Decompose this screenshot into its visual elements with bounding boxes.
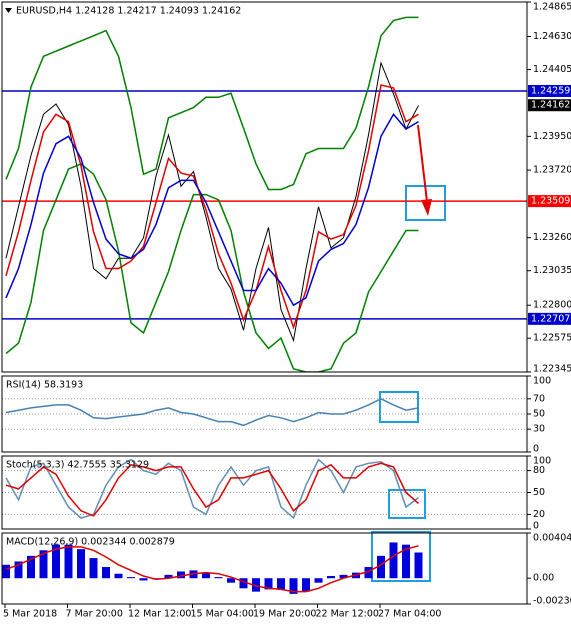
panel-title: EURUSD,H4 1.24128 1.24217 1.24093 1.2416… — [16, 6, 241, 17]
panel — [2, 542, 423, 594]
histogram-bar — [164, 574, 173, 579]
y-tick-label: 1.23720 — [533, 165, 571, 176]
series-line — [5, 163, 419, 372]
arrow — [417, 124, 429, 211]
highlight-box — [379, 391, 419, 423]
level-tag — [528, 195, 571, 208]
histogram-bar — [39, 550, 48, 579]
y-tick-label: 1.22575 — [533, 333, 571, 344]
y-tick-label: 70 — [533, 393, 545, 404]
histogram-bar — [27, 555, 35, 579]
level-tag — [528, 84, 571, 97]
series-line — [5, 112, 419, 307]
level-label: 1.23509 — [531, 196, 570, 207]
histogram-bar — [14, 561, 23, 579]
histogram-bar — [314, 578, 323, 583]
histogram-bar — [114, 573, 123, 579]
series-line — [5, 458, 419, 520]
y-tick-label: 100 — [533, 376, 551, 387]
histogram-bar — [64, 544, 73, 579]
y-tick-label: 0 — [533, 521, 539, 532]
histogram-bar — [252, 578, 260, 592]
y-tick-label: 0.004044 — [533, 533, 571, 544]
histogram-bar — [364, 567, 373, 579]
y-tick-label: 100 — [533, 456, 551, 467]
menu-triangle — [5, 8, 12, 13]
histogram-bar — [52, 544, 60, 579]
y-tick-label: 1.23260 — [533, 232, 571, 243]
x-tick-label: 27 Mar 04:00 — [378, 609, 441, 620]
y-tick-label: 50 — [533, 409, 545, 420]
histogram-bar — [289, 578, 298, 594]
panel-frame — [1, 1, 528, 373]
panel — [2, 376, 527, 452]
level-label: 1.24259 — [531, 85, 570, 96]
histogram-bar — [89, 558, 98, 579]
panel-title: RSI(14) 58.3193 — [6, 380, 83, 391]
level-tag — [528, 312, 571, 325]
series-line — [5, 61, 419, 343]
highlight-box — [371, 531, 431, 582]
y-tick-label: 1.24405 — [533, 64, 571, 75]
histogram-bar — [202, 572, 210, 579]
y-tick-label: 30 — [533, 424, 545, 435]
arrow-head — [421, 199, 432, 216]
histogram-bar — [277, 578, 285, 590]
panel — [2, 456, 527, 529]
panel-title: Stoch(5,3,3) 42.7555 35.3129 — [6, 460, 149, 471]
y-tick-label: 80 — [533, 465, 545, 476]
histogram-bar — [414, 552, 423, 579]
y-tick-label: 1.23035 — [533, 265, 571, 276]
histogram-bar — [102, 567, 110, 579]
x-tick-label: 5 Mar 2018 — [3, 609, 57, 620]
histogram-bar — [227, 578, 235, 583]
panel-frame — [1, 532, 528, 605]
y-tick-label: -0.002306 — [533, 596, 571, 607]
histogram-bar — [327, 575, 335, 579]
panel-title: MACD(12,26,9) 0.002344 0.002879 — [6, 537, 175, 548]
histogram-bar — [2, 564, 10, 579]
x-tick-label: 15 Mar 04:00 — [191, 609, 254, 620]
panel — [2, 16, 527, 372]
histogram-bar — [264, 578, 273, 590]
level-label: 1.22707 — [531, 313, 570, 324]
histogram-bar — [339, 574, 348, 579]
histogram-bar — [402, 544, 410, 579]
series-line — [5, 84, 419, 330]
y-tick-label: 20 — [533, 509, 545, 520]
series-line — [5, 397, 419, 427]
histogram-bar — [302, 578, 310, 592]
price-tag — [528, 99, 571, 112]
histogram-bar — [139, 578, 148, 581]
y-tick-label: 1.24630 — [533, 31, 571, 42]
histogram-bar — [127, 577, 135, 579]
x-tick-label: 22 Mar 12:00 — [316, 609, 379, 620]
annotations — [371, 124, 446, 582]
histogram-bar — [389, 542, 398, 579]
highlight-box — [388, 489, 426, 519]
histogram-bar — [239, 578, 248, 589]
histogram-bar — [377, 555, 385, 579]
series-line — [5, 462, 419, 517]
histogram-bar — [77, 549, 85, 579]
histogram-bar — [177, 571, 185, 579]
series-line — [5, 545, 419, 593]
price-label: 1.24162 — [531, 100, 570, 111]
y-tick-label: 50 — [533, 487, 545, 498]
y-tick-label: 0.00 — [533, 573, 554, 584]
y-tick-label: 0 — [533, 444, 539, 455]
y-tick-label: 1.22345 — [533, 364, 571, 375]
x-tick-label: 7 Mar 20:00 — [66, 609, 123, 620]
y-tick-label: 1.22800 — [533, 300, 571, 311]
series-line — [5, 16, 419, 191]
x-tick-label: 12 Mar 12:00 — [128, 609, 191, 620]
y-tick-label: 1.24865 — [533, 2, 571, 13]
y-tick-label: 1.23950 — [533, 131, 571, 142]
x-tick-label: 19 Mar 20:00 — [253, 609, 316, 620]
histogram-bar — [214, 577, 223, 579]
